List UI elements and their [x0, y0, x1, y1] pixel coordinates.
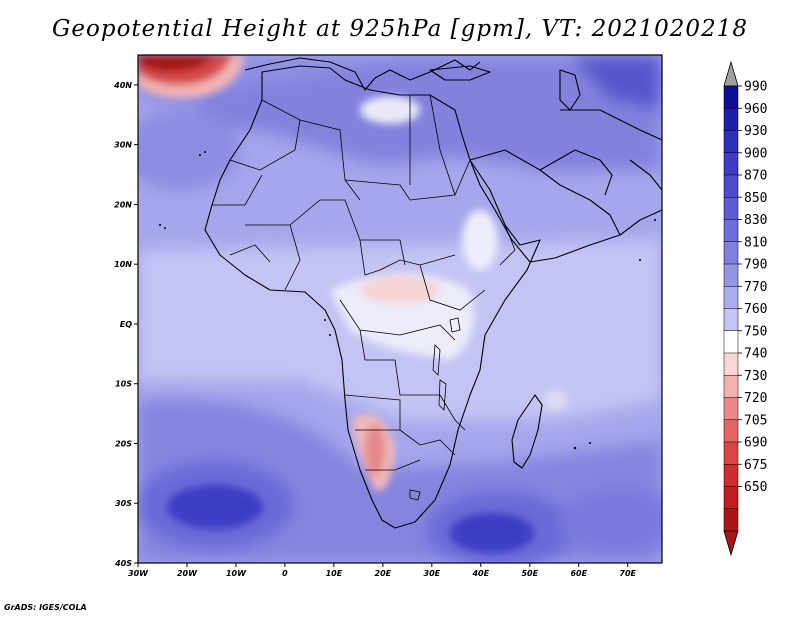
colorbar-swatch	[723, 308, 739, 332]
colorbar-label: 690	[744, 436, 767, 451]
lon-tick-label: 50E	[521, 569, 538, 578]
colorbar-swatch	[723, 241, 739, 265]
lon-tick-label: 20E	[375, 569, 392, 578]
colorbar-swatch	[723, 263, 739, 287]
colorbar-swatch	[723, 152, 739, 176]
colorbar-label: 810	[744, 235, 767, 250]
colorbar-label: 705	[744, 413, 767, 428]
map-title: Geopotential Height at 925hPa [gpm], VT:…	[52, 16, 748, 42]
lon-tick-label: 60E	[570, 569, 587, 578]
map-frame	[137, 54, 663, 564]
lat-tick-label: 10N	[114, 260, 132, 269]
colorbar-bottom-arrow	[723, 530, 739, 557]
colorbar-swatch	[723, 174, 739, 198]
lat-tick-label: 10S	[115, 380, 132, 389]
lat-tick-label: EQ	[120, 320, 132, 329]
colorbar-swatch	[723, 197, 739, 221]
colorbar-swatch	[723, 130, 739, 154]
colorbar-label: 850	[744, 191, 767, 206]
colorbar-top-arrow	[723, 60, 739, 87]
colorbar-swatch	[723, 352, 739, 376]
colorbar-label: 770	[744, 280, 767, 295]
lon-tick-label: 30E	[424, 569, 441, 578]
colorbar-swatch	[723, 464, 739, 488]
lat-tick-label: 40N	[113, 81, 132, 90]
colorbar-label: 870	[744, 169, 767, 184]
lat-tick-label: 30N	[114, 141, 132, 150]
colorbar-swatch	[723, 85, 739, 109]
colorbar-label: 960	[744, 102, 767, 117]
colorbar-swatch	[723, 508, 739, 532]
lon-tick-label: 0	[282, 569, 288, 578]
grads-credit: GrADS: IGES/COLA	[4, 603, 87, 612]
colorbar-label: 750	[744, 324, 767, 339]
colorbar-swatch	[723, 397, 739, 421]
lon-tick-label: 10E	[326, 569, 343, 578]
colorbar-label: 650	[744, 480, 767, 495]
colorbar-label: 730	[744, 369, 767, 384]
colorbar-swatch	[723, 486, 739, 510]
lon-tick-label: 40E	[471, 569, 489, 578]
colorbar-label: 720	[744, 391, 767, 406]
colorbar-swatch	[723, 219, 739, 243]
geopotential-field	[138, 55, 662, 563]
lat-tick-label: 30S	[115, 499, 132, 508]
colorbar-swatch	[723, 375, 739, 399]
colorbar-label: 930	[744, 124, 767, 139]
colorbar-swatch	[723, 330, 739, 354]
colorbar-label: 830	[744, 213, 767, 228]
colorbar-label: 675	[744, 458, 767, 473]
lat-tick-label: 20N	[114, 200, 132, 209]
lat-tick-label: 40S	[114, 559, 132, 568]
lon-tick-label: 30W	[128, 569, 149, 578]
lon-tick-label: 20W	[177, 569, 198, 578]
colorbar-label: 790	[744, 258, 767, 273]
latitude-axis: 40N 30N 20N 10N EQ 10S 20S 30S 40S	[113, 81, 138, 568]
colorbar-label: 740	[744, 347, 767, 362]
colorbar-swatch	[723, 286, 739, 310]
colorbar-label: 760	[744, 302, 767, 317]
colorbar: 990 960 930 900 870 850 830 810 790 770 760 750 740 7…	[723, 60, 767, 557]
colorbar-swatch	[723, 108, 739, 132]
lat-tick-label: 20S	[115, 439, 132, 448]
colorbar-swatch	[723, 441, 739, 465]
colorbar-label: 900	[744, 146, 767, 161]
lon-tick-label: 70E	[619, 569, 636, 578]
lon-tick-label: 10W	[226, 569, 247, 578]
colorbar-swatch	[723, 419, 739, 443]
longitude-axis: 30W 20W 10W 0 10E 20E 30E 40E 50E 60E 70E	[128, 563, 637, 578]
colorbar-label: 990	[744, 80, 767, 95]
